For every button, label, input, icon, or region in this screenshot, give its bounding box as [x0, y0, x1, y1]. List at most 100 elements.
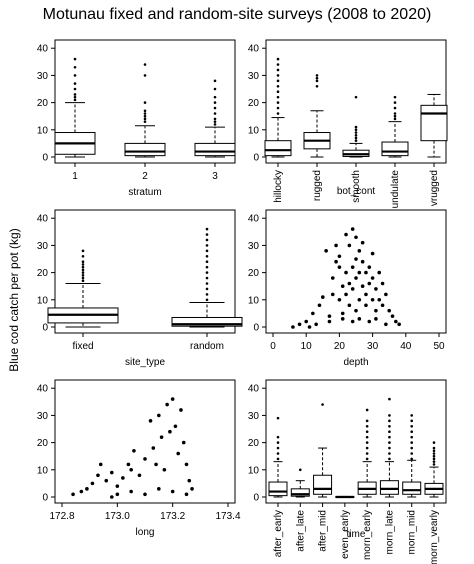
y-tick-label: 10 [248, 465, 260, 476]
data-point [291, 325, 295, 329]
outlier-point [143, 101, 147, 104]
outlier-point [365, 452, 369, 455]
outlier-point [410, 441, 414, 444]
outlier-point [410, 419, 414, 423]
data-point [85, 487, 89, 491]
outlier-point [354, 133, 358, 137]
outlier-point [276, 90, 280, 94]
data-point [327, 314, 332, 318]
outlier-point [213, 106, 217, 110]
data-point [148, 419, 153, 423]
x-tick-label: morn_early [362, 510, 373, 560]
box-even_early [335, 495, 355, 499]
outlier-point [81, 274, 85, 277]
y-tick-label: 10 [248, 125, 260, 136]
data-point [370, 251, 375, 256]
y-tick-label: 30 [248, 411, 260, 422]
data-point [311, 311, 315, 316]
data-point [314, 322, 318, 327]
box-random [171, 227, 243, 328]
data-point [71, 492, 75, 497]
data-point [354, 257, 358, 261]
outlier-point [205, 260, 209, 264]
data-point [384, 322, 388, 327]
data-point [354, 276, 358, 280]
data-point [327, 319, 332, 324]
outlier-point [276, 79, 280, 83]
y-tick-label: 20 [37, 268, 49, 279]
data-point [96, 473, 100, 478]
outlier-point [365, 457, 369, 461]
outlier-point [410, 430, 414, 434]
outlier-point [388, 446, 391, 450]
data-point [181, 440, 186, 445]
outlier-point [205, 271, 209, 274]
outlier-point [276, 68, 280, 72]
data-point [115, 492, 120, 497]
data-point [151, 446, 156, 450]
data-point [380, 281, 385, 286]
y-tick-label: 40 [248, 214, 260, 225]
y-tick-label: 10 [37, 465, 49, 476]
outlier-point [73, 95, 77, 99]
data-point [370, 298, 375, 302]
data-point [367, 319, 372, 324]
data-point [337, 265, 342, 269]
outlier-point [432, 460, 436, 463]
box-body [381, 141, 409, 157]
data-point [344, 270, 348, 275]
outlier-point [81, 254, 85, 258]
x-tick-label: morn_vearly [429, 510, 440, 564]
data-point [344, 292, 348, 297]
outlier-point [276, 74, 280, 77]
x-tick-label: 1 [72, 171, 78, 182]
outlier-point [73, 93, 77, 96]
box-body [194, 142, 236, 157]
outlier-point [388, 397, 391, 401]
outlier-point [205, 298, 209, 302]
box-3 [194, 79, 236, 158]
panel-time: 0 10 20 30 40 after_early after_late after_mid e… [248, 379, 447, 564]
outlier-point [73, 82, 77, 85]
outlier-point [205, 227, 209, 231]
y-tick-label: 10 [248, 295, 260, 306]
data-point [324, 249, 328, 253]
box-fixed [47, 249, 119, 328]
outlier-point [354, 131, 358, 134]
outlier-point [315, 79, 319, 83]
outlier-point [205, 276, 209, 280]
outlier-point [276, 63, 280, 66]
data-point [90, 481, 95, 486]
panel-site_type: 0 10 20 30 40 fixed random site_type [37, 209, 243, 368]
data-point [162, 468, 167, 472]
data-point [360, 240, 365, 245]
data-point [115, 484, 120, 488]
box-after_late [290, 468, 310, 498]
y-tick-label: 30 [248, 241, 260, 252]
data-point [157, 487, 161, 491]
outlier-point [365, 435, 369, 439]
outlier-point [432, 452, 436, 455]
x-tick-label: smooth [351, 170, 362, 203]
outlier-point [393, 95, 397, 99]
data-point [157, 413, 161, 418]
outlier-point [432, 463, 436, 466]
data-point [350, 287, 355, 291]
data-point [367, 265, 372, 269]
outlier-point [213, 87, 217, 91]
data-point [173, 424, 178, 429]
y-tick-label: 20 [248, 98, 260, 109]
y-tick-label: 20 [248, 438, 260, 449]
outlier-point [432, 457, 436, 461]
outlier-point [213, 112, 217, 115]
outlier-point [205, 254, 209, 258]
data-point [184, 492, 189, 497]
box-morn_vearly [424, 441, 444, 498]
data-point [364, 270, 368, 275]
outlier-point [276, 416, 280, 420]
data-point [357, 298, 362, 302]
data-point [104, 478, 109, 483]
outlier-point [365, 424, 369, 428]
box-after_early [268, 416, 288, 498]
